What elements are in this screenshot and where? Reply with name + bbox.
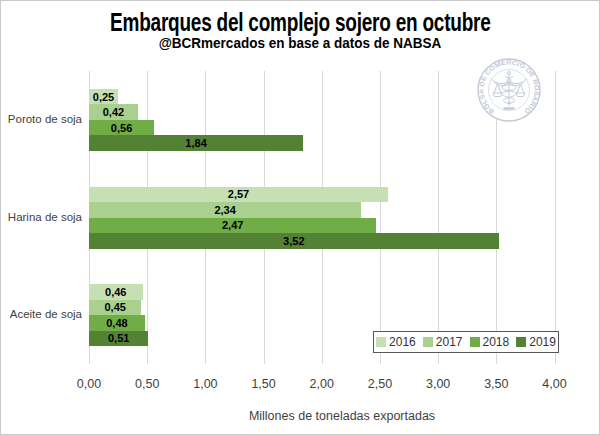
legend-item-2016: 2016: [376, 335, 416, 349]
bar-2019-aceite-de-soja: 0,51: [89, 331, 148, 347]
legend-label: 2019: [529, 335, 556, 349]
bar-value-label: 0,51: [108, 332, 129, 344]
bar-2016-poroto-de-soja: 0,25: [89, 89, 118, 105]
legend-item-2019: 2019: [516, 335, 556, 349]
bar-value-label: 1,84: [185, 137, 206, 149]
gridline: [380, 71, 381, 364]
x-tick-label: 1,00: [180, 377, 230, 391]
bar-2019-harina-de-soja: 3,52: [89, 233, 499, 249]
bar-2017-aceite-de-soja: 0,45: [89, 300, 141, 316]
bar-value-label: 0,42: [103, 106, 124, 118]
x-tick-label: 4,00: [530, 377, 580, 391]
x-axis-title: Millones de toneladas exportadas: [242, 409, 442, 423]
bar-2018-harina-de-soja: 2,47: [89, 218, 376, 234]
legend: 2016 2017 2018 2019: [373, 331, 559, 353]
chart-image: Embarques del complejo sojero en octubre…: [0, 0, 600, 435]
legend-label: 2018: [483, 335, 510, 349]
bar-2019-poroto-de-soja: 1,84: [89, 135, 303, 151]
bar-2017-poroto-de-soja: 0,42: [89, 104, 138, 120]
bcr-logo: BOLSA DE COMERCIO DE ROSARIO: [475, 56, 543, 124]
category-label: Poroto de soja: [1, 113, 82, 125]
legend-swatch-2019: [516, 337, 526, 347]
bar-value-label: 0,48: [106, 317, 127, 329]
bar-value-label: 2,47: [222, 219, 243, 231]
category-label: Aceite de soja: [1, 308, 82, 320]
chart-subtitle: @BCRmercados en base a datos de NABSA: [1, 34, 599, 51]
bar-2018-aceite-de-soja: 0,48: [89, 315, 145, 331]
x-tick-label: 2,00: [297, 377, 347, 391]
chart-title: Embarques del complejo sojero en octubre: [1, 8, 599, 37]
x-tick-label: 0,00: [64, 377, 114, 391]
x-tick-label: 0,50: [122, 377, 172, 391]
bar-value-label: 0,56: [111, 122, 132, 134]
legend-label: 2016: [389, 335, 416, 349]
bar-2017-harina-de-soja: 2,34: [89, 202, 361, 218]
category-label: Harina de soja: [1, 211, 82, 223]
gridline: [438, 71, 439, 364]
bar-value-label: 0,25: [93, 91, 114, 103]
bar-2016-aceite-de-soja: 0,46: [89, 284, 143, 300]
bar-2018-poroto-de-soja: 0,56: [89, 120, 154, 136]
legend-swatch-2018: [470, 337, 480, 347]
x-tick-label: 1,50: [239, 377, 289, 391]
x-tick-label: 3,50: [471, 377, 521, 391]
legend-item-2017: 2017: [423, 335, 463, 349]
x-tick-label: 2,50: [355, 377, 405, 391]
bar-value-label: 2,34: [214, 204, 235, 216]
legend-swatch-2017: [423, 337, 433, 347]
bar-2016-harina-de-soja: 2,57: [89, 187, 388, 203]
bar-value-label: 0,46: [105, 286, 126, 298]
bar-value-label: 3,52: [283, 235, 304, 247]
bar-value-label: 0,45: [104, 301, 125, 313]
bar-value-label: 2,57: [228, 188, 249, 200]
legend-label: 2017: [436, 335, 463, 349]
legend-item-2018: 2018: [470, 335, 510, 349]
x-tick-label: 3,00: [413, 377, 463, 391]
legend-swatch-2016: [376, 337, 386, 347]
gridline: [555, 71, 556, 364]
